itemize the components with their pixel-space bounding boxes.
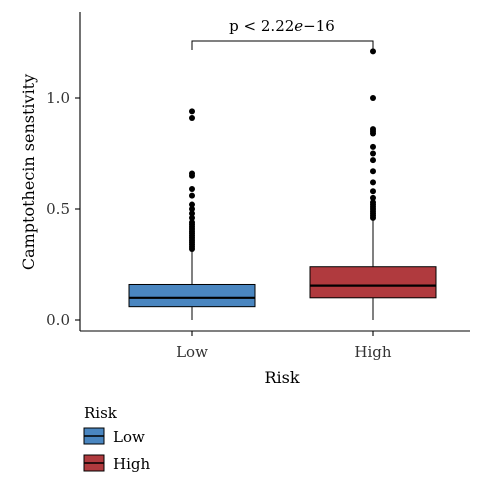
outlier-point [370,48,376,55]
y-tick-label: 1.0 [46,89,70,107]
legend-item-high: High [83,454,150,473]
box-high [309,48,437,320]
y-axis-title: Camptothecin senstivity [19,74,38,270]
x-ticks: Low High [176,331,392,361]
boxes [128,48,437,320]
p-value-annotation: p < 2.22e−16 [229,17,335,35]
bracket-line [191,40,374,50]
significance-bracket: p < 2.22e−16 [191,17,374,50]
x-axis-title: Risk [264,368,299,387]
outlier-point [189,108,195,115]
outlier-point [189,114,195,121]
outlier-point [370,194,376,201]
x-tick-label: Low [176,343,208,361]
outlier-point [189,214,195,221]
outlier-point [370,143,376,150]
legend: Risk Low High [83,404,150,473]
outlier-point [189,170,195,177]
outlier-point [189,219,195,226]
y-ticks: 0.0 0.5 1.0 [46,89,80,329]
legend-items: Low High [83,427,150,473]
outlier-point [370,150,376,157]
outlier-point [189,201,195,208]
outlier-point [370,199,376,206]
y-tick-label: 0.5 [46,200,70,218]
outlier-point [189,186,195,193]
outlier-point [189,210,195,217]
outlier-point [370,157,376,164]
outlier-point [370,188,376,195]
outlier-point [370,179,376,186]
legend-label: High [113,455,150,473]
outlier-point [370,95,376,101]
outlier-point [370,168,376,175]
box-iqr [128,283,256,308]
x-tick-label: High [354,343,391,361]
legend-title: Risk [84,404,118,422]
y-tick-label: 0.0 [46,311,70,329]
outlier-point [189,206,195,212]
box-low [128,108,256,320]
outlier-point [370,126,376,133]
legend-item-low: Low [83,427,145,446]
box-iqr [309,266,437,299]
outlier-point [189,192,195,199]
legend-label: Low [113,428,145,446]
